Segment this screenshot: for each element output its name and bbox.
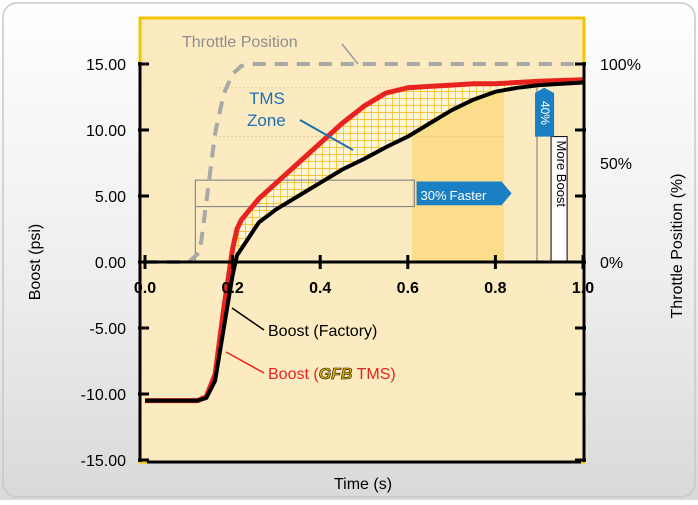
chart-panel — [2, 2, 696, 498]
tms-boost-label-prefix: Boost ( — [268, 366, 319, 383]
y-tick-label: 15.00 — [86, 57, 126, 74]
x-tick-label: 0.2 — [221, 280, 243, 297]
faster-word-label: Faster — [450, 188, 488, 203]
y-tick-label: 10.00 — [86, 123, 126, 140]
series-line-throttle — [145, 62, 583, 264]
more-boost-word-label: More Boost — [554, 141, 569, 208]
x-tick-label: 0.0 — [134, 280, 156, 297]
y-tick-label: 5.00 — [95, 189, 126, 206]
tms-leader — [225, 351, 265, 374]
series-line-boost-tms — [145, 77, 584, 404]
factory-boost-label: Boost (Factory) — [268, 323, 377, 340]
tms-zone-label-line2: Zone — [247, 111, 286, 130]
y2-axis-title: Throttle Position (%) — [669, 174, 686, 319]
throttle-position-label: Throttle Position — [182, 34, 298, 51]
tms-boost-label: Boost (GFB TMS) — [268, 366, 396, 383]
y2-tick-label: 0% — [600, 255, 623, 272]
faster-bracket — [194, 179, 415, 208]
more-boost-pct-label: 40% — [538, 101, 552, 125]
tms-zone-label-line1: TMS — [249, 89, 285, 108]
x-tick-label: 1.0 — [572, 280, 594, 297]
series-line-boost-factory — [145, 80, 584, 403]
x-tick-label: 0.4 — [309, 280, 331, 297]
factory-leader — [231, 307, 265, 331]
y-tick-label: -10.00 — [81, 387, 126, 404]
x-tick-label: 0.6 — [397, 280, 419, 297]
x-axis-title: Time (s) — [334, 476, 392, 493]
plot-layer: 30% Faster 40% More Boost — [145, 43, 584, 404]
y-tick-label: -5.00 — [90, 321, 127, 338]
plot-area — [140, 18, 584, 462]
gfb-logo: GFB — [319, 366, 353, 383]
tms-zone-hatch — [232, 81, 540, 276]
faster-pct-label: 30% — [421, 188, 447, 203]
y-tick-label: 0.00 — [95, 255, 126, 272]
faster-badge — [416, 181, 512, 206]
tms-zone-leader — [299, 119, 354, 151]
y-axis-title: Boost (psi) — [27, 224, 44, 300]
x-tick-label: 0.8 — [484, 280, 506, 297]
y2-tick-label: 50% — [600, 156, 632, 173]
y-tick-label: -15.00 — [81, 453, 126, 470]
throttle-leader — [341, 43, 359, 65]
axes: 15.00 10.00 5.00 0.00 -5.00 -10.00 -15.00 100% 5… — [81, 57, 641, 470]
y2-tick-label: 100% — [600, 57, 641, 74]
tms-boost-label-suffix: TMS) — [352, 366, 395, 383]
more-boost-badge — [535, 87, 555, 137]
